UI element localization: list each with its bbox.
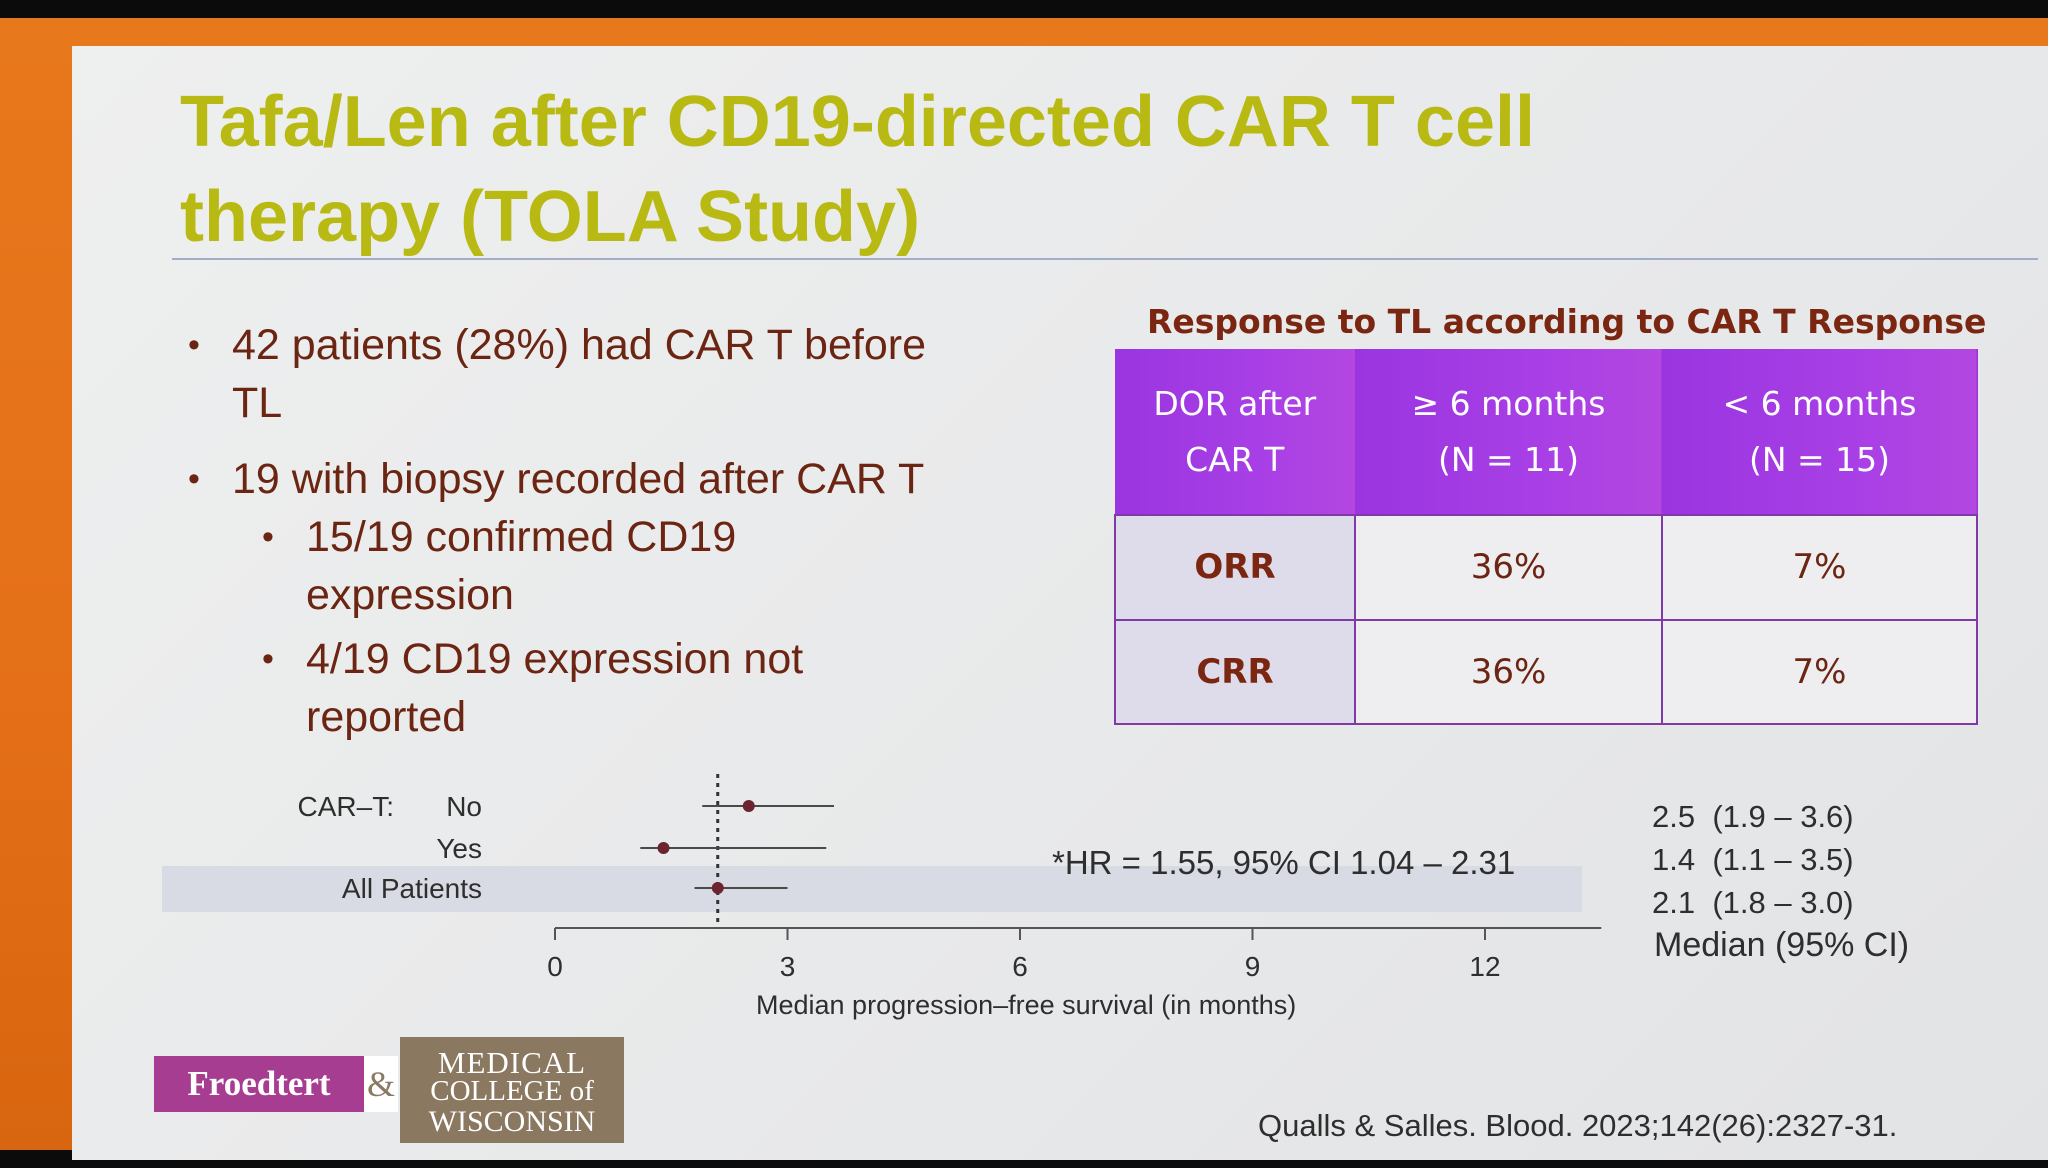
ci-value: 2.1 (1.8 – 3.0) (1652, 885, 1854, 920)
sub-bullet-item: • 4/19 CD19 expression not reported (262, 630, 804, 746)
logo-mcw: MEDICAL COLLEGE of WISCONSIN (400, 1037, 624, 1143)
table-row: CRR 36% 7% (1114, 618, 1978, 726)
bullet-text: 42 patients (28%) had CAR T before (232, 321, 926, 369)
table-header-row: DOR after CAR T ≥ 6 months (N = 11) < 6 … (1115, 349, 1978, 516)
median-point (742, 800, 755, 812)
ci-column-header: Median (95% CI) (1654, 926, 1910, 964)
bullet-text: reported (306, 693, 467, 741)
x-tick-label: 9 (1245, 951, 1261, 982)
bullet-dot-icon: • (262, 518, 274, 556)
bullet-text: 19 with biopsy recorded after CAR T (232, 455, 925, 503)
x-tick-label: 12 (1469, 951, 1500, 982)
logo-ampersand: & (364, 1056, 398, 1112)
bullet-text: expression (306, 571, 514, 619)
citation: Qualls & Salles. Blood. 2023;142(26):232… (1258, 1108, 1898, 1143)
logo-froedtert: Froedtert (154, 1056, 364, 1112)
bullet-text: TL (232, 379, 283, 427)
ci-value: 2.5 (1.9 – 3.6) (1652, 799, 1854, 834)
logo-mcw-line: WISCONSIN (428, 1105, 596, 1138)
table-cell: 7% (1661, 514, 1978, 621)
bullet-text: 15/19 confirmed CD19 (306, 513, 737, 561)
header-line: CAR T (1185, 439, 1285, 479)
median-point (657, 842, 670, 854)
header-line: DOR after (1153, 383, 1317, 423)
bullet-item: • 42 patients (28%) had CAR T before TL (188, 316, 926, 432)
header-line: (N = 15) (1748, 439, 1891, 479)
sub-bullet-item: • 15/19 confirmed CD19 expression (262, 508, 737, 624)
forest-plot: 0 3 6 9 12 CAR–T: No Yes All Patients (162, 774, 1602, 982)
row-label: No (446, 791, 482, 822)
table-cell: 36% (1354, 618, 1663, 726)
slide-title-line-2: therapy (TOLA Study) (180, 177, 921, 257)
ci-value: 1.4 (1.1 – 3.5) (1652, 842, 1854, 877)
row-label: All Patients (342, 873, 482, 904)
x-tick-label: 0 (547, 951, 563, 982)
bullet-text: 4/19 CD19 expression not (306, 635, 804, 683)
response-table: DOR after CAR T ≥ 6 months (N = 11) < 6 … (1114, 349, 1978, 726)
bullet-item: • 19 with biopsy recorded after CAR T (188, 450, 925, 508)
x-tick-label: 3 (780, 951, 796, 982)
median-point (711, 882, 724, 894)
table-header-cell: < 6 months (N = 15) (1662, 349, 1978, 516)
header-line: (N = 11) (1437, 439, 1580, 479)
table-header-cell: ≥ 6 months (N = 11) (1355, 349, 1663, 516)
table-caption: Response to TL according to CAR T Respon… (1147, 302, 1987, 341)
bullet-dot-icon: • (262, 640, 274, 678)
logo-mcw-line: COLLEGE of (430, 1075, 594, 1107)
header-line: ≥ 6 months (1411, 383, 1606, 423)
row-label-crr: CRR (1114, 618, 1356, 726)
row-label-orr: ORR (1114, 514, 1356, 621)
x-tick-label: 6 (1012, 951, 1028, 982)
x-axis-label: Median progression–free survival (in mon… (756, 990, 1297, 1020)
bullet-dot-icon: • (188, 326, 200, 364)
table-cell: 7% (1661, 618, 1978, 726)
froedtert-mcw-logo: Froedtert & MEDICAL COLLEGE of WISCONSIN (154, 1037, 626, 1143)
bullet-dot-icon: • (188, 460, 200, 498)
table-row: ORR 36% 7% (1114, 514, 1978, 621)
hazard-ratio-annotation: *HR = 1.55, 95% CI 1.04 – 2.31 (1052, 844, 1516, 881)
header-line: < 6 months (1722, 383, 1917, 423)
orange-slide-frame: Tafa/Len after CD19-directed CAR T cell … (0, 18, 2048, 1160)
row-group-label: CAR–T: (298, 791, 394, 822)
highlight-band (162, 866, 1582, 912)
title-divider (172, 258, 2038, 260)
table-cell: 36% (1354, 514, 1663, 621)
logo-mcw-line: MEDICAL (437, 1045, 587, 1080)
row-label: Yes (436, 833, 482, 864)
slide-title-line-1: Tafa/Len after CD19-directed CAR T cell (180, 82, 1535, 162)
slide: Tafa/Len after CD19-directed CAR T cell … (72, 46, 2048, 1160)
table-header-cell: DOR after CAR T (1115, 349, 1356, 516)
